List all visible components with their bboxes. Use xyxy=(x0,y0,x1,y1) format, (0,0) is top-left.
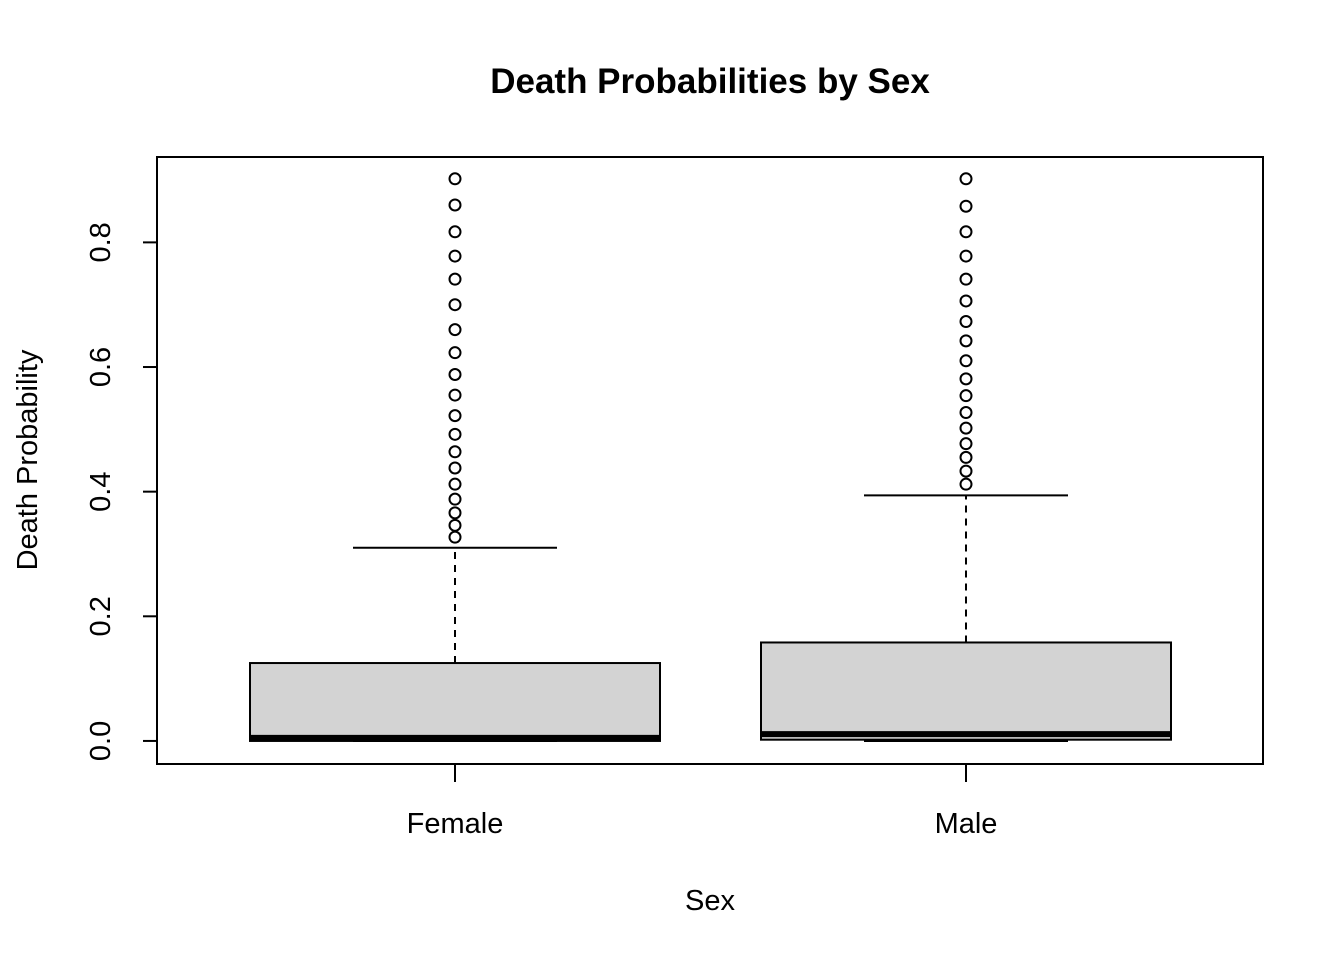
outlier-point xyxy=(448,492,462,506)
outlier-point xyxy=(448,298,462,312)
outlier-point xyxy=(959,199,973,213)
y-tick-label: 0.2 xyxy=(85,596,117,636)
x-tick-label: Female xyxy=(407,808,504,840)
plot-frame xyxy=(156,156,1264,765)
outlier-point xyxy=(959,450,973,464)
box-male xyxy=(760,641,1172,741)
outlier-point xyxy=(448,272,462,286)
outlier-point xyxy=(959,389,973,403)
outlier-point xyxy=(448,530,462,544)
boxes-group xyxy=(249,172,1172,742)
outlier-point xyxy=(448,346,462,360)
outlier-point xyxy=(959,437,973,451)
outlier-point xyxy=(448,477,462,491)
outlier-point xyxy=(959,406,973,420)
x-axis: Female Male xyxy=(407,764,998,840)
y-tick-label: 0.4 xyxy=(85,471,117,511)
y-axis-title: Death Probability xyxy=(12,349,44,570)
outlier-point xyxy=(959,354,973,368)
x-tick-label: Male xyxy=(935,808,998,840)
chart-title: Death Probabilities by Sex xyxy=(490,62,930,101)
outlier-point xyxy=(448,388,462,402)
outlier-point xyxy=(959,477,973,491)
outlier-point xyxy=(448,367,462,381)
outlier-point xyxy=(448,445,462,459)
outlier-point xyxy=(448,518,462,532)
outlier-point xyxy=(448,409,462,423)
y-tick-label: 0.8 xyxy=(85,222,117,262)
outlier-point xyxy=(959,249,973,263)
x-axis-title: Sex xyxy=(685,885,735,917)
outlier-point xyxy=(448,198,462,212)
outlier-point xyxy=(959,315,973,329)
outlier-point xyxy=(959,372,973,386)
outlier-point xyxy=(959,294,973,308)
y-axis: 0.0 0.2 0.4 0.6 0.8 xyxy=(85,222,157,761)
y-tick-label: 0.0 xyxy=(85,721,117,761)
outlier-point xyxy=(448,427,462,441)
outlier-point xyxy=(959,272,973,286)
outlier-point xyxy=(448,225,462,239)
outlier-point xyxy=(448,172,462,186)
outlier-point xyxy=(448,461,462,475)
outlier-point xyxy=(959,421,973,435)
box-female xyxy=(249,662,661,742)
outlier-point xyxy=(959,225,973,239)
y-tick-label: 0.6 xyxy=(85,347,117,387)
outlier-point xyxy=(959,464,973,478)
outlier-point xyxy=(959,334,973,348)
outlier-point xyxy=(959,172,973,186)
outlier-point xyxy=(448,323,462,337)
outlier-point xyxy=(448,249,462,263)
outlier-point xyxy=(448,506,462,520)
